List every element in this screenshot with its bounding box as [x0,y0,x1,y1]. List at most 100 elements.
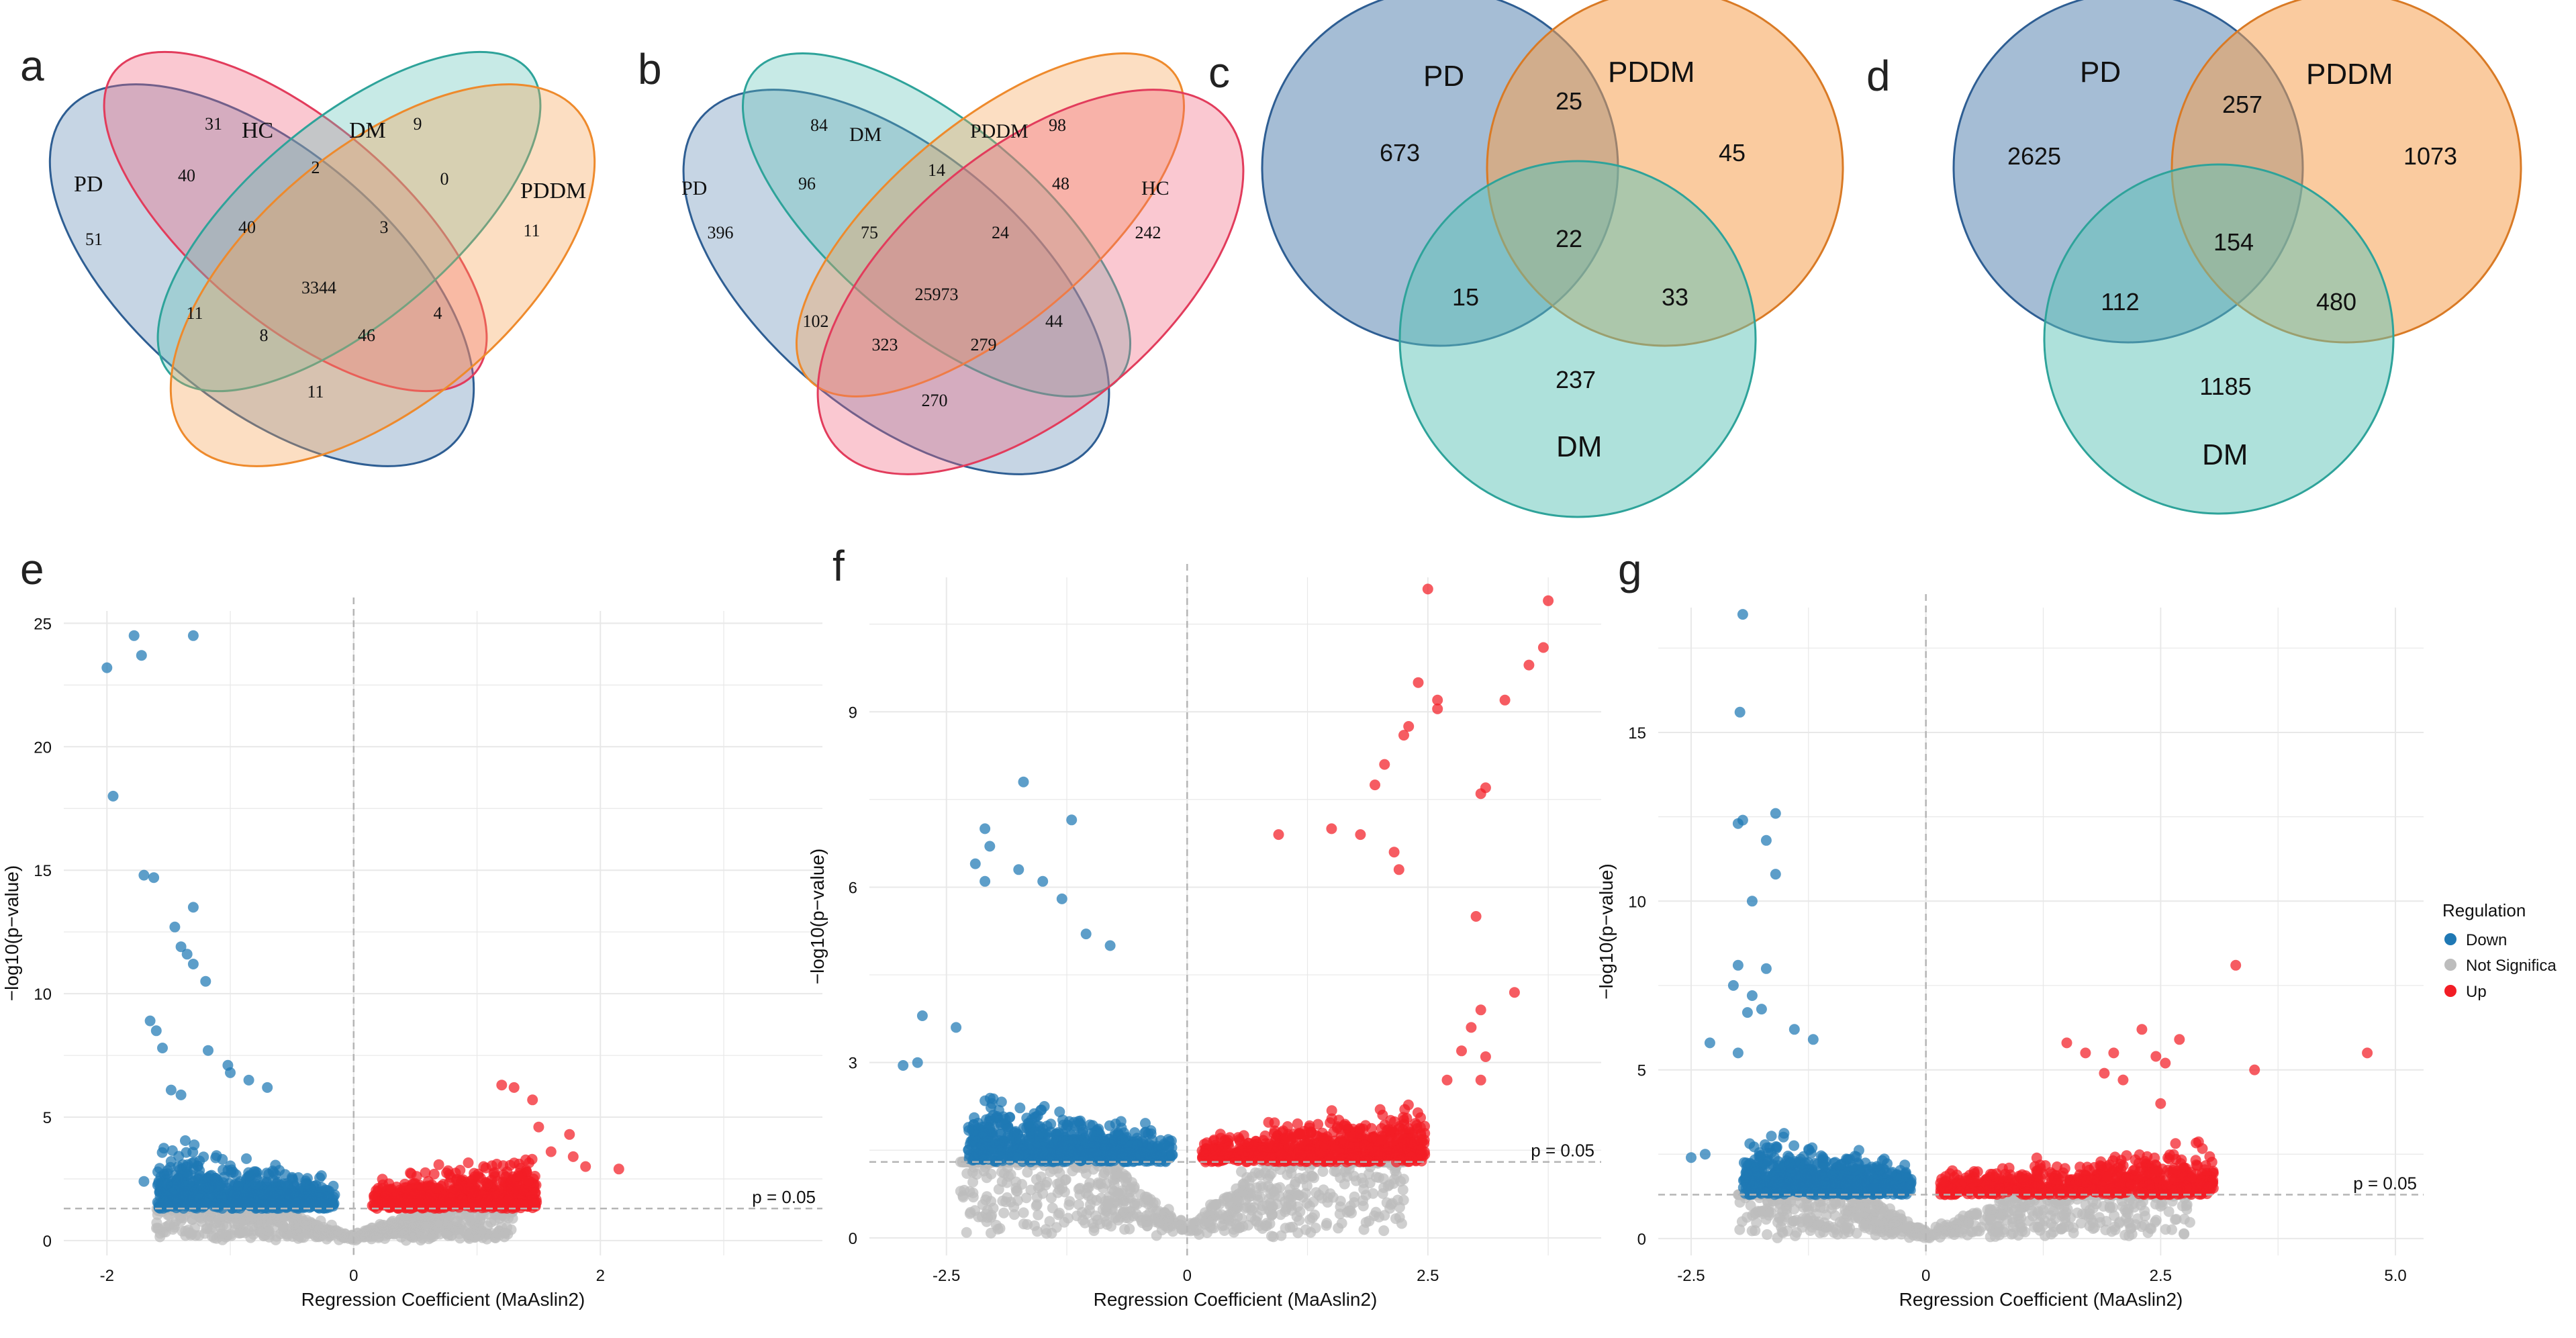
ns-point [442,1230,454,1241]
ns-point [154,1231,166,1243]
venn-d-circles [1952,0,2522,515]
venn-a-count: 11 [523,221,540,240]
ns-point [402,1216,414,1227]
ns-point [991,1220,1002,1231]
venn-a-set-labels: PD HC DM PDDM [74,118,586,203]
ns-point [233,1227,244,1239]
up-outlier-point [1393,864,1404,875]
ns-point [256,1214,267,1225]
up-point [1263,1116,1274,1128]
ns-point [1045,1192,1057,1204]
ns-point [1118,1198,1129,1208]
ns-point [986,1196,997,1207]
venn-b-set-pddm [795,52,1186,397]
venn-a-count: 11 [186,303,203,323]
ns-point [1022,1167,1033,1178]
venn-c-count: 33 [1662,283,1688,311]
ns-point [213,1214,225,1225]
venn-a-count: 9 [414,114,422,134]
down-point [1045,1144,1056,1155]
ns-point [1245,1190,1256,1202]
up-point [433,1159,444,1170]
ns-point [1176,1219,1187,1231]
ns-point [1334,1208,1345,1220]
panel-letter-g: g [1618,545,1642,593]
ns-point [1124,1223,1135,1235]
ns-point [1106,1221,1116,1232]
down-outlier-point [187,959,199,969]
ns-point [1232,1211,1243,1223]
up-point [1412,1107,1423,1118]
ns-point [1123,1212,1135,1224]
ns-point [1386,1198,1398,1209]
up-point [1347,1131,1359,1142]
venn-d-label-pd: PD [2080,56,2121,89]
up-point [369,1201,380,1212]
venn-c-count: 22 [1556,225,1582,252]
down-outlier-point [165,1084,177,1096]
up-point [1383,1124,1394,1135]
up-outlier-point [1388,847,1400,858]
venn-d-count: 112 [2101,288,2139,316]
ns-point [1360,1216,1372,1228]
down-outlier-point [951,1022,962,1033]
panel-letter-e: e [20,545,44,593]
venn-b-label-hc: HC [1141,177,1170,199]
up-outlier-point [1441,1074,1453,1086]
x-tick-label: 2.5 [1417,1267,1439,1285]
up-point [1200,1155,1212,1166]
venn-c-set-labels: PD PDDM DM [1423,56,1695,463]
down-point [291,1194,303,1206]
ns-point [440,1211,451,1223]
down-point [1116,1147,1128,1159]
venn-c-label-pd: PD [1423,60,1464,93]
ns-point [1012,1195,1023,1206]
ns-point [1245,1211,1257,1223]
up-outlier-point [1475,1074,1486,1086]
up-point [1326,1105,1337,1116]
down-point [166,1145,178,1156]
up-outlier-point [1543,595,1554,606]
ns-point [1203,1216,1214,1228]
ns-point [1090,1210,1101,1222]
down-point [1086,1143,1098,1155]
venn-b-count: 396 [708,223,734,242]
ns-point [1378,1225,1390,1237]
down-outlier-point [203,1045,213,1056]
down-outlier-point [1056,893,1067,904]
scatter-points [101,630,624,1246]
venn-b-count: 279 [971,335,997,354]
down-outlier-point [101,662,113,673]
up-point [369,1190,381,1201]
ns-point [1214,1198,1225,1210]
venn-d-set-dm [2043,163,2395,515]
down-point [968,1154,980,1165]
up-point [505,1177,516,1188]
down-point [153,1198,164,1209]
up-outlier-point [527,1094,538,1106]
venn-c-count: 25 [1556,87,1582,115]
ns-point [1266,1231,1277,1242]
y-tick-label: 15 [34,862,52,880]
ns-point [1304,1214,1316,1225]
ns-point [1041,1176,1053,1188]
up-point [1399,1104,1411,1115]
ns-point [1163,1214,1174,1225]
ns-point [1336,1218,1347,1229]
ns-point [1046,1228,1057,1239]
down-outlier-point [916,1010,928,1021]
up-point [450,1174,462,1186]
down-outlier-point [262,1082,273,1093]
ns-point [1147,1202,1158,1213]
down-outlier-point [138,869,150,881]
y-tick-label: 6 [849,879,857,897]
up-point [1399,1133,1411,1145]
venn-a-label-pddm: PDDM [520,179,586,203]
venn-c-count: 237 [1556,366,1596,393]
down-outlier-point [969,858,981,869]
up-point [415,1190,426,1200]
ns-point [1118,1169,1129,1180]
down-outlier-point [128,630,140,641]
up-outlier-point [1370,779,1380,791]
ns-point [390,1221,401,1232]
